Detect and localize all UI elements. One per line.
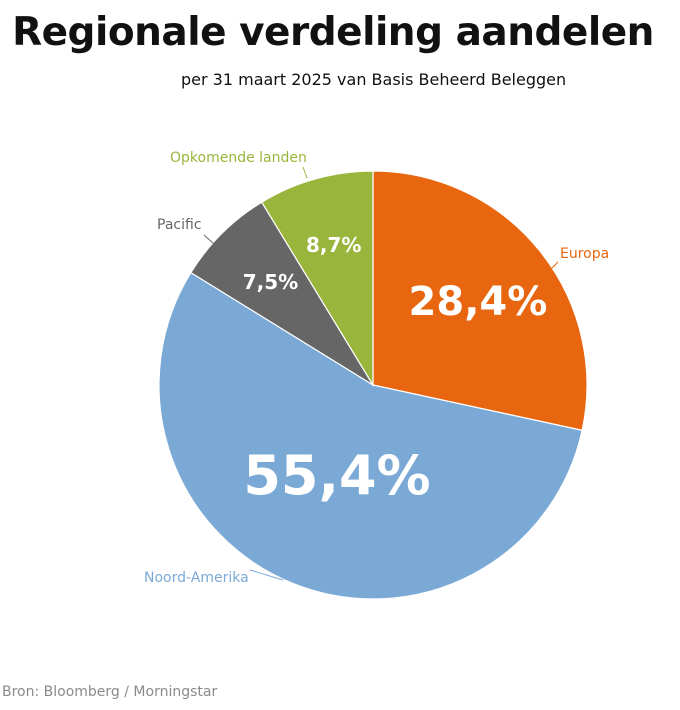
category-label: Opkomende landen (170, 150, 307, 166)
leader-line (549, 261, 559, 271)
pie-slice-noord-amerika (158, 271, 583, 600)
pie-slice-europa (372, 170, 588, 432)
leader-line (203, 234, 215, 245)
category-label: Noord-Amerika (144, 570, 249, 586)
leader-line (302, 166, 308, 179)
data-label: 7,5% (243, 270, 298, 294)
pie-slice-opkomende-landen (260, 170, 374, 388)
leader-line (249, 569, 284, 581)
chart-subtitle: per 31 maart 2025 van Basis Beheerd Bele… (181, 70, 567, 89)
data-label: 28,4% (409, 279, 548, 325)
data-label: 55,4% (243, 444, 430, 507)
category-label: Europa (560, 246, 609, 262)
chart-title: Regionale verdeling aandelen (12, 10, 654, 55)
source-note: Bron: Bloomberg / Morningstar (2, 684, 218, 700)
category-label: Pacific (157, 217, 202, 233)
pie-slice-pacific (190, 201, 374, 386)
data-label: 8,7% (306, 233, 361, 257)
